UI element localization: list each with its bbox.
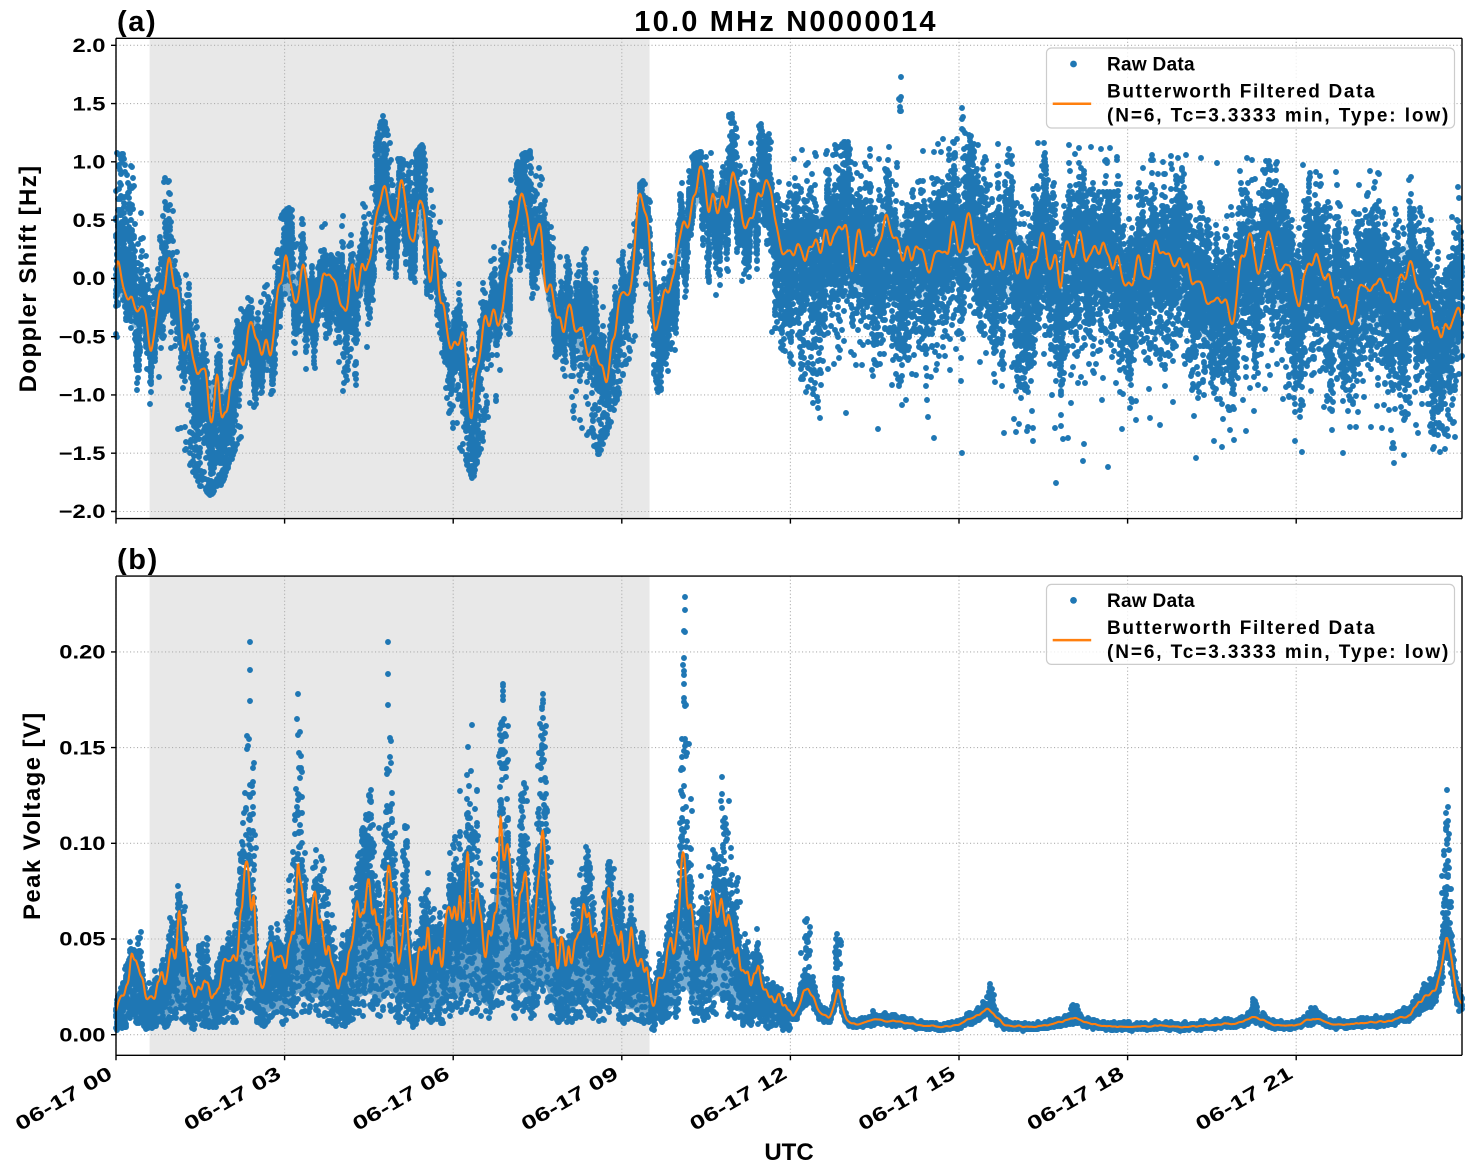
svg-text:−1.5: −1.5 [59,443,106,464]
svg-text:0.5: 0.5 [72,210,105,231]
svg-text:0.05: 0.05 [59,929,105,950]
svg-text:(a): (a) [117,6,157,38]
svg-text:1.0: 1.0 [72,152,105,173]
svg-text:−0.5: −0.5 [59,327,106,348]
svg-text:0.10: 0.10 [59,833,105,854]
svg-text:1.5: 1.5 [72,94,105,115]
svg-text:0.15: 0.15 [59,738,105,759]
svg-text:0.0: 0.0 [72,268,105,289]
svg-text:(b): (b) [117,544,159,576]
svg-text:Raw Data: Raw Data [1107,55,1195,76]
svg-text:Raw Data: Raw Data [1107,591,1195,612]
svg-text:Peak Voltage [V]: Peak Voltage [V] [19,711,46,920]
svg-text:0.20: 0.20 [59,642,105,663]
svg-text:10.0 MHz N0000014: 10.0 MHz N0000014 [634,6,937,38]
svg-text:Doppler Shift [Hz]: Doppler Shift [Hz] [15,164,42,392]
svg-text:−1.0: −1.0 [59,385,106,406]
svg-text:−2.0: −2.0 [59,501,106,522]
svg-text:(N=6, Tc=3.3333 min, Type: low: (N=6, Tc=3.3333 min, Type: low) [1107,642,1450,663]
svg-text:0.00: 0.00 [59,1025,105,1046]
svg-text:(N=6, Tc=3.3333 min, Type: low: (N=6, Tc=3.3333 min, Type: low) [1107,105,1450,126]
svg-text:Butterworth Filtered Data: Butterworth Filtered Data [1107,82,1376,103]
svg-text:Butterworth Filtered Data: Butterworth Filtered Data [1107,618,1376,639]
svg-text:UTC: UTC [764,1139,813,1166]
svg-text:2.0: 2.0 [72,35,105,56]
